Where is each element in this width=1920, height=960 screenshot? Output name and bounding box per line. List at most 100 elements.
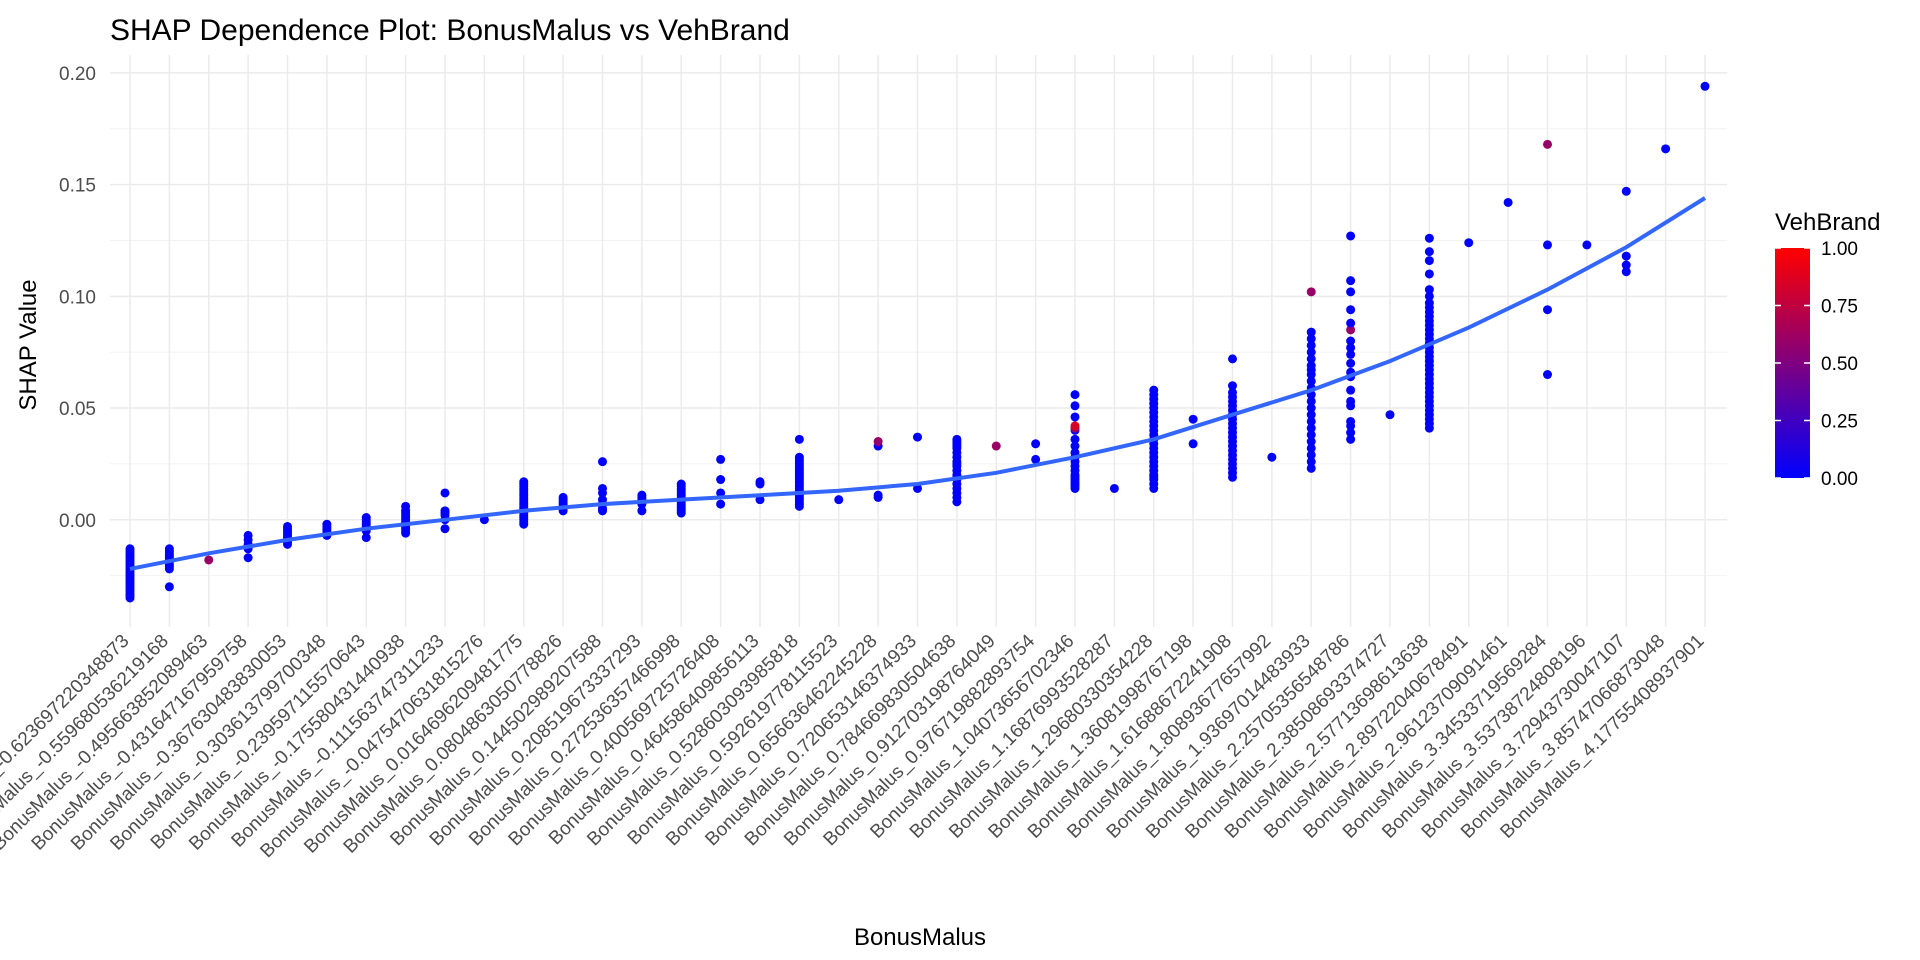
legend-tick-label: 1.00 — [1821, 239, 1858, 260]
scatter-point — [1346, 385, 1356, 395]
x-axis-ticks: BonusMalus_-0.623697220348873BonusMalus_… — [0, 630, 1709, 862]
scatter-point — [716, 475, 726, 485]
scatter-point — [1306, 403, 1316, 413]
scatter-point — [1306, 396, 1316, 406]
scatter-point — [361, 513, 371, 523]
scatter-point — [1267, 452, 1277, 462]
scatter-point — [755, 495, 765, 505]
scatter-point — [716, 499, 726, 509]
scatter-point — [1700, 81, 1710, 91]
scatter-point — [1306, 423, 1316, 433]
scatter-point — [1621, 267, 1631, 277]
scatter-point — [1543, 370, 1552, 380]
scatter-point — [1228, 387, 1237, 397]
scatter-point — [1424, 298, 1434, 308]
scatter-point — [1424, 247, 1434, 257]
scatter-point — [1070, 441, 1080, 451]
scatter-point — [1346, 434, 1356, 444]
scatter-point — [1543, 139, 1552, 149]
scatter-point — [1306, 327, 1316, 337]
scatter-point — [164, 544, 174, 554]
legend-tick-label: 0.50 — [1821, 354, 1858, 375]
scatter-point — [1582, 240, 1592, 250]
scatter-point — [1228, 354, 1237, 364]
scatter-point — [794, 452, 804, 462]
scatter-point — [440, 488, 450, 498]
scatter-point — [1306, 347, 1316, 357]
scatter-point — [873, 437, 883, 447]
scatter-point — [1346, 325, 1356, 335]
scatter-point — [243, 553, 253, 563]
trend-line — [129, 196, 1707, 571]
scatter-point — [1188, 414, 1198, 424]
scatter-point — [913, 483, 922, 493]
scatter-point — [1346, 416, 1356, 426]
scatter-point — [1661, 144, 1671, 154]
scatter-point — [1621, 186, 1631, 196]
scatter-point — [1070, 412, 1080, 422]
scatter-point — [834, 495, 844, 505]
scatter-point — [1031, 439, 1041, 449]
scatter-point — [1306, 463, 1316, 473]
scatter-point — [1621, 260, 1631, 270]
scatter-point — [1070, 401, 1080, 411]
scatter-point — [1306, 416, 1316, 426]
scatter-point — [1346, 396, 1356, 406]
scatter-point — [598, 483, 607, 493]
legend-ticks: 1.00 0.75 0.50 0.25 0.00 — [1775, 239, 1858, 490]
scatter-point — [1031, 454, 1041, 464]
scatter-point — [952, 434, 962, 444]
scatter-point — [243, 530, 253, 540]
scatter-point — [125, 544, 135, 554]
scatter-point — [1424, 233, 1434, 243]
grid — [110, 55, 1727, 627]
scatter-point — [1306, 450, 1316, 460]
scatter-point — [1070, 390, 1080, 400]
scatter-point — [1306, 340, 1316, 350]
scatter-point — [1424, 269, 1434, 279]
y-tick-label: 0.20 — [59, 64, 96, 85]
scatter-point — [1543, 240, 1552, 250]
scatter-point — [598, 457, 607, 467]
scatter-point — [1424, 291, 1434, 301]
scatter-point — [1346, 287, 1356, 297]
color-legend: VehBrand 1.00 0.75 0.50 0.25 0.00 — [1775, 209, 1880, 490]
scatter-point — [1424, 256, 1434, 266]
scatter-point — [1424, 285, 1434, 295]
scatter-point — [1070, 421, 1080, 431]
legend-tick-label: 0.25 — [1821, 412, 1858, 433]
y-tick-label: 0.00 — [59, 511, 96, 532]
scatter-point — [637, 506, 647, 516]
scatter-point — [1228, 381, 1237, 391]
scatter-point — [1621, 251, 1631, 261]
scatter-point — [991, 441, 1001, 451]
scatter-point — [1070, 434, 1080, 444]
scatter-point — [755, 477, 765, 487]
scatter-point — [1503, 197, 1513, 207]
scatter-point — [1346, 428, 1356, 438]
legend-title: VehBrand — [1775, 209, 1880, 236]
scatter-point — [716, 488, 726, 498]
scatter-point — [283, 521, 292, 531]
scatter-point — [440, 524, 450, 534]
scatter-point — [676, 479, 686, 489]
scatter-point — [401, 501, 411, 511]
scatter-point — [440, 506, 450, 516]
scatter-point — [1346, 349, 1356, 359]
scatter-point — [1543, 305, 1552, 315]
scatter-point — [1149, 385, 1159, 395]
scatter-point — [1306, 354, 1316, 364]
scatter-point — [873, 490, 883, 500]
scatter-point — [1346, 305, 1356, 315]
scatter-point — [1346, 318, 1356, 328]
scatter-point — [1306, 430, 1316, 440]
scatter-point — [1385, 410, 1395, 420]
scatter-point — [519, 477, 529, 487]
scatter-point — [794, 434, 804, 444]
legend-tick-label: 0.00 — [1821, 469, 1858, 490]
scatter-point — [322, 519, 332, 529]
legend-tick-label: 0.75 — [1821, 297, 1858, 318]
scatter-point — [204, 555, 214, 565]
scatter-point — [1109, 483, 1119, 493]
